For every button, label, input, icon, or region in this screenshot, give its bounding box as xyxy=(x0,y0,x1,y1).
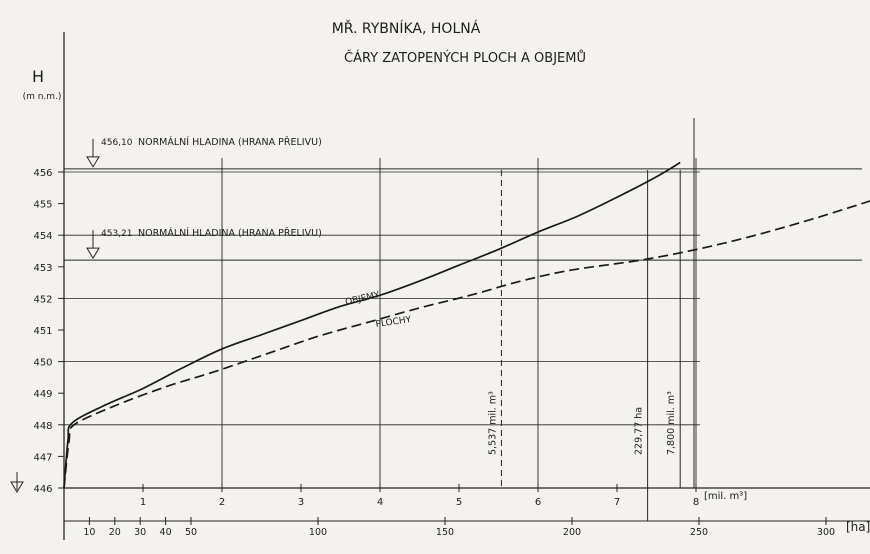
y-tick-label: 453 xyxy=(33,263,52,274)
area-tick-label: 200 xyxy=(563,527,581,538)
y-tick-label: 456 xyxy=(33,168,52,179)
area-tick-label: 10 xyxy=(83,527,95,538)
vertical-marker-label: 7,800 mil. m³ xyxy=(666,391,677,455)
chart-subtitle: ČÁRY ZATOPENÝCH PLOCH A OBJEMŮ xyxy=(344,50,586,66)
y-axis-label: H xyxy=(32,67,44,86)
area-tick-label: 100 xyxy=(309,527,327,538)
volume-tick-label: 8 xyxy=(693,497,699,508)
area-tick-label: 250 xyxy=(690,527,708,538)
y-tick-label: 446 xyxy=(33,484,52,495)
area-axis-label: [ha] xyxy=(846,520,870,534)
series-line-objemy xyxy=(63,161,681,489)
y-tick-label: 447 xyxy=(33,452,52,463)
y-tick-label: 455 xyxy=(33,200,52,211)
volume-tick-label: 3 xyxy=(298,497,304,508)
curve-label-objemy: OBJEMY xyxy=(344,290,381,308)
volume-tick-label: 6 xyxy=(535,497,541,508)
y-tick-label: 449 xyxy=(33,389,52,400)
area-tick-label: 20 xyxy=(109,527,121,538)
chart-title: MŘ. RYBNÍKA, HOLNÁ xyxy=(332,20,481,37)
y-tick-label: 450 xyxy=(33,358,52,369)
series-line-plochy xyxy=(63,200,870,489)
area-tick-label: 50 xyxy=(185,527,197,538)
area-tick-label: 150 xyxy=(436,527,454,538)
reference-text-label: NORMÁLNÍ HLADINA (HRANA PŘELIVU) xyxy=(138,227,322,239)
y-axis-unit: (m n.m.) xyxy=(23,92,62,102)
y-tick-label: 451 xyxy=(33,326,52,337)
reference-text-label: NORMÁLNÍ HLADINA (HRANA PŘELIVU) xyxy=(138,136,322,148)
curve-label-plochy: PLOCHY xyxy=(375,315,412,330)
y-tick-label: 452 xyxy=(33,294,52,305)
area-tick-label: 300 xyxy=(817,527,835,538)
y-tick-label: 454 xyxy=(33,231,52,242)
vertical-marker-label: 5,537 mil. m³ xyxy=(487,391,498,455)
water-level-icon xyxy=(10,481,24,493)
reference-value-label: 453,21 xyxy=(101,229,133,239)
volume-tick-label: 7 xyxy=(614,497,620,508)
vertical-marker-label: 229,77 ha xyxy=(634,407,645,455)
area-tick-label: 40 xyxy=(160,527,172,538)
volume-tick-label: 5 xyxy=(456,497,462,508)
volume-axis-label: [mil. m³] xyxy=(704,491,747,502)
volume-tick-label: 2 xyxy=(219,497,225,508)
area-tick-label: 30 xyxy=(134,527,146,538)
volume-tick-label: 1 xyxy=(140,497,146,508)
volume-tick-label: 4 xyxy=(377,497,383,508)
y-tick-label: 448 xyxy=(33,421,52,432)
reference-value-label: 456,10 xyxy=(101,138,133,148)
water-level-icon xyxy=(86,247,100,260)
water-level-icon xyxy=(86,156,100,168)
